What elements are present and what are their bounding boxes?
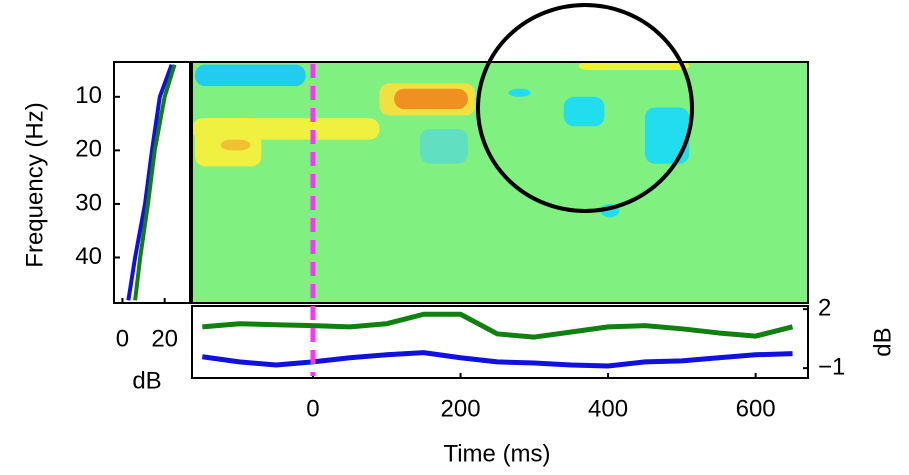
- heatmap-cell: [419, 128, 468, 164]
- heatmap-cell: [578, 62, 690, 71]
- x-tick-label: 600: [736, 395, 776, 422]
- x-tick-label: 0: [116, 325, 129, 352]
- heatmap-cell: [563, 96, 605, 127]
- y-tick-label: 20: [75, 136, 102, 163]
- y2-tick-label: −1: [818, 354, 845, 381]
- y2-axis-label: dB: [869, 327, 896, 356]
- y-tick-label: 40: [75, 243, 102, 270]
- envelope-line: [201, 350, 793, 369]
- heatmap-cell: [508, 88, 531, 97]
- baseline-x-label: dB: [132, 367, 161, 394]
- x-tick-label: 20: [151, 325, 178, 352]
- heatmap-cell: [220, 139, 251, 151]
- x-tick-label: 0: [306, 395, 319, 422]
- baseline-line: [126, 63, 174, 301]
- heatmap-background: [192, 62, 808, 303]
- x-tick-label: 200: [441, 395, 481, 422]
- baseline-line: [133, 64, 177, 301]
- annotation-circle: [476, 3, 694, 213]
- y-axis-label: Frequency (Hz): [21, 102, 48, 267]
- heatmap-cell: [644, 107, 690, 164]
- x-axis-label: Time (ms): [443, 440, 550, 467]
- heatmap-cell: [394, 88, 468, 110]
- y-tick-label: 10: [75, 82, 102, 109]
- y-tick-label: 30: [75, 189, 102, 216]
- panel-frame: [191, 305, 809, 379]
- envelope-line: [202, 311, 794, 340]
- x-tick-label: 400: [588, 395, 628, 422]
- y2-tick-label: 2: [818, 294, 831, 321]
- panel-frame: [113, 61, 191, 304]
- heatmap-cell: [194, 64, 306, 87]
- panel-frame: [191, 61, 809, 304]
